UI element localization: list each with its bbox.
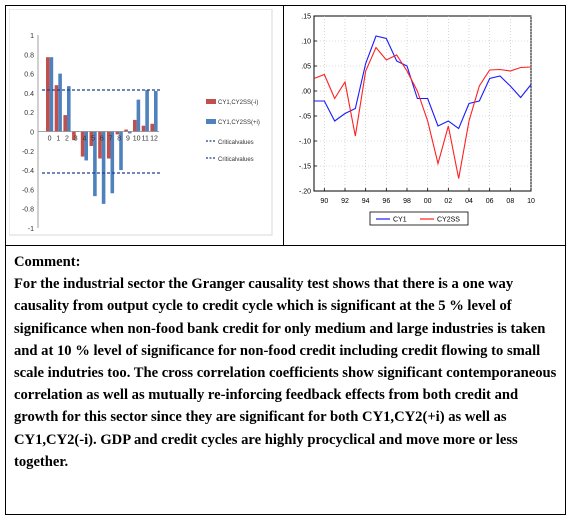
comment-block: Comment: For the industrial sector the G… <box>14 251 559 473</box>
legend-label: Criticalvalues <box>218 157 254 163</box>
figure-frame <box>5 5 566 515</box>
line-y-tick-label: .10 <box>301 39 311 46</box>
bar-cy2ss-plus <box>101 131 106 204</box>
bar-y-tick-label: -0.6 <box>22 187 34 194</box>
section-divider <box>5 245 566 246</box>
line-x-tick-label: 98 <box>403 198 411 205</box>
line-x-tick-label: 04 <box>465 198 473 205</box>
bar-cy2ss-plus <box>84 131 88 161</box>
line-x-tick-label: 90 <box>320 198 328 205</box>
legend-swatch <box>206 99 216 104</box>
bar-cy2ss-minus <box>63 115 67 132</box>
bar-y-tick-label: -0.8 <box>22 207 34 214</box>
bar-y-tick-label: 0.6 <box>24 72 34 79</box>
bar-y-tick-label: 0.4 <box>24 91 34 98</box>
bar-cy2ss-plus <box>136 99 141 132</box>
bar-cy2ss-minus <box>89 131 94 146</box>
line-y-tick-label: -.10 <box>299 139 311 146</box>
comment-heading: Comment: <box>14 254 81 270</box>
bar-cy2ss-minus <box>80 131 85 157</box>
line-x-tick-label: 02 <box>444 198 452 205</box>
panel-divider <box>283 5 284 245</box>
bar-cy2ss-minus <box>141 125 146 132</box>
bar-x-tick-label: 0 <box>48 136 52 143</box>
line-y-tick-label: .15 <box>301 14 311 21</box>
bar-cy2ss-minus <box>115 131 120 135</box>
line-plot-frame <box>313 15 532 192</box>
line-y-tick-label: -.20 <box>299 189 311 196</box>
bar-x-tick-label: 11 <box>142 136 149 143</box>
bar-x-tick-label: 1 <box>56 136 60 143</box>
bar-cy2ss-plus <box>110 131 115 194</box>
bar-cy2ss-minus <box>54 85 59 132</box>
bar-y-tick-label: -0.4 <box>22 168 34 175</box>
bar-x-tick-label: 12 <box>150 136 158 143</box>
line-x-tick-label: 94 <box>362 198 370 205</box>
line-x-tick-label: 00 <box>424 198 432 205</box>
bar-cy2ss-minus <box>98 131 102 159</box>
line-chart: .15 .10 .05 .00 -.05 -.10 -.15 -.20 90 92 94 96 98 0… <box>299 14 535 226</box>
bar-y-tick-label: -0.2 <box>22 149 34 156</box>
bar-cy2ss-plus <box>119 131 123 171</box>
bar-x-tick-label: 6 <box>100 136 104 143</box>
legend-label: CY1,CY2SS(-i) <box>218 100 258 106</box>
line-x-tick-label: 96 <box>382 198 390 205</box>
comment-body: For the industrial sector the Granger ca… <box>14 276 557 470</box>
bar-cy2ss-plus <box>145 90 149 132</box>
legend-label: CY1 <box>393 217 407 224</box>
line-y-tick-label: -.05 <box>299 114 311 121</box>
legend-swatch <box>206 119 216 124</box>
legend-label: CY2SS <box>437 217 460 224</box>
line-x-tick-label: 92 <box>341 198 349 205</box>
bar-cy2ss-minus <box>46 57 50 132</box>
bar-y-tick-label: -1 <box>28 226 34 233</box>
bar-cy2ss-plus <box>154 90 158 132</box>
bar-x-tick-label: 2 <box>65 136 69 143</box>
bar-x-tick-label: 10 <box>133 136 141 143</box>
legend-label: CY1,CY2SS(+i) <box>218 120 260 126</box>
bar-cy2ss-plus <box>67 86 71 132</box>
line-y-tick-label: -.15 <box>299 164 311 171</box>
bar-x-tick-label: 5 <box>91 136 95 143</box>
line-y-tick-label: .05 <box>301 64 311 71</box>
bar-x-tick-label: 4 <box>82 136 86 143</box>
line-x-tick-label: 06 <box>486 198 494 205</box>
legend-label: Criticalvalues <box>218 140 254 146</box>
series-line-cy2ss <box>313 46 532 179</box>
line-y-tick-label: .00 <box>301 89 311 96</box>
bar-x-tick-label: 7 <box>109 136 113 143</box>
line-legend-box <box>369 211 469 226</box>
bar-cy2ss-minus <box>124 129 128 132</box>
bar-cy2ss-plus <box>127 131 132 134</box>
bar-cy2ss-minus <box>72 131 76 141</box>
bar-y-tick-label: 1 <box>30 33 34 40</box>
line-x-tick-label: 10 <box>527 198 535 205</box>
bar-x-tick-label: 3 <box>74 136 78 143</box>
bar-x-tick-label: 9 <box>126 136 130 143</box>
bar-cy2ss-minus <box>106 131 111 159</box>
bar-x-tick-label: 8 <box>117 136 121 143</box>
bar-y-tick-label: 0.2 <box>24 110 34 117</box>
bar-cy2ss-plus <box>93 131 97 197</box>
bar-cy2ss-plus <box>58 73 62 132</box>
bar-cy2ss-plus <box>49 57 54 132</box>
bar-cy2ss-minus <box>150 123 154 132</box>
bar-y-tick-label: 0 <box>30 130 34 137</box>
bar-cy2ss-minus <box>133 119 137 132</box>
line-x-tick-label: 08 <box>506 198 514 205</box>
bar-y-tick-label: 0.8 <box>24 52 34 59</box>
